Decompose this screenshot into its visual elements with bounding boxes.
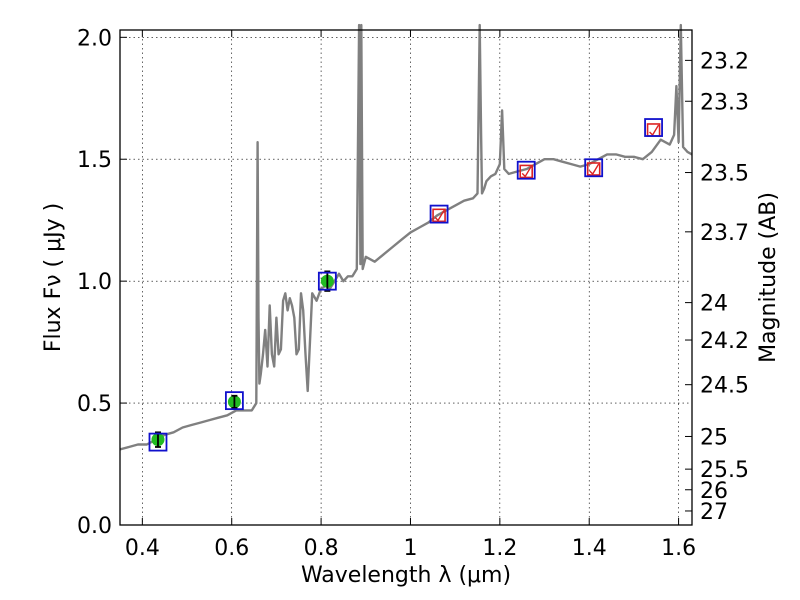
model-photometry-marker	[644, 118, 663, 137]
magnitude-tick-label: 26	[700, 479, 728, 504]
magnitude-tick-label: 27	[700, 500, 728, 525]
magnitude-tick-label: 25	[700, 425, 728, 450]
model-photometry-marker	[584, 158, 604, 178]
y-axis-label: Flux Fν ( μJy )	[41, 203, 66, 352]
y-tick-label: 2.0	[77, 26, 112, 51]
magnitude-tick-label: 23.5	[700, 162, 749, 187]
x-tick-label: 1.4	[572, 536, 607, 561]
x-axis-label: Wavelength λ (μm)	[301, 563, 511, 588]
upper-limit-marker	[586, 162, 601, 176]
model-spectrum-line	[119, 23, 693, 451]
y-tick-label: 0.5	[77, 392, 112, 417]
plot-frame	[119, 29, 693, 526]
upper-limit-check	[589, 163, 600, 176]
magnitude-tick-label: 24.5	[700, 374, 749, 399]
model-photometry-marker	[429, 204, 449, 224]
y-tick-label: 1.0	[77, 270, 112, 295]
x-tick-label: 1.2	[482, 536, 517, 561]
upper-limit-check	[434, 209, 445, 222]
magnitude-tick-label: 23.2	[700, 49, 749, 74]
magnitude-tick-label: 23.3	[700, 90, 749, 115]
upper-limit-marker	[519, 164, 534, 179]
magnitude-tick-label: 23.7	[700, 221, 749, 246]
x-tick-label: 0.4	[125, 536, 160, 561]
magnitude-tick-label: 24.2	[700, 329, 749, 354]
model-photometry-marker	[516, 160, 536, 180]
model-photometry-marker	[148, 432, 168, 452]
upper-limit-marker	[432, 208, 446, 223]
magnitude-tick-label: 24	[700, 292, 728, 317]
upper-limit-check	[649, 124, 660, 137]
x-tick-label: 1.6	[661, 536, 696, 561]
model-photometry-marker	[224, 391, 244, 411]
marker-layer	[148, 118, 663, 452]
grid	[120, 30, 692, 526]
y-tick-label: 0.0	[77, 514, 112, 539]
upper-limit-check	[521, 166, 532, 178]
x-tick-label: 0.6	[214, 536, 249, 561]
spectrum-layer	[119, 23, 693, 451]
x-tick-label: 0.8	[304, 536, 339, 561]
magnitude-tick-label: 25.5	[700, 458, 749, 483]
y-tick-label: 1.5	[77, 148, 112, 173]
tick-layer: 0.4 0.6 0.8 1 1.2 1.4 1.6 0.0 0.5 1.0 1.5 2.0 23.2 23…	[77, 26, 749, 561]
x-tick-label: 1	[403, 536, 417, 561]
magnitude-axis-label: Magnitude (AB)	[756, 192, 781, 363]
model-photometry-marker	[317, 271, 337, 291]
